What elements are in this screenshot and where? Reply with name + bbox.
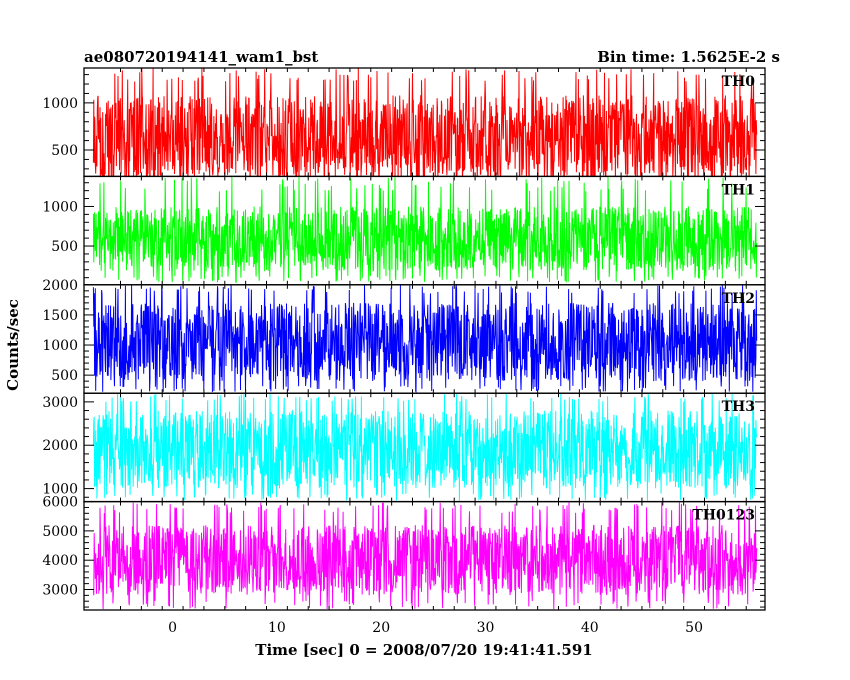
panel-th2: 500 1000 1500 2000 TH2 <box>42 278 766 394</box>
y-axis-label: Counts/sec <box>4 299 22 391</box>
series-line-th3 <box>92 393 758 501</box>
panel-th1: 500 1000 TH1 <box>42 175 766 286</box>
x-tick-label: 10 <box>268 620 286 636</box>
x-tick-label: 20 <box>372 620 390 636</box>
panel-th3: 1000 2000 3000 TH3 <box>42 392 766 503</box>
y-tick-label: 500 <box>51 239 78 255</box>
y-tick-label: 500 <box>51 143 78 159</box>
y-tick-label: 500 <box>51 368 78 384</box>
x-tick-label: 30 <box>477 620 495 636</box>
y-tick-label: 1000 <box>42 482 78 498</box>
series-line-th2 <box>92 284 758 394</box>
series-line-th1 <box>92 176 758 284</box>
panel-label: TH3 <box>722 399 755 415</box>
y-tick-label: 5000 <box>42 524 78 540</box>
y-tick-label: 3000 <box>42 395 78 411</box>
panel-label: TH0123 <box>692 508 755 524</box>
y-tick-label: 2000 <box>42 438 78 454</box>
series-line-th0123 <box>92 501 758 610</box>
y-tick-label: 1000 <box>42 199 78 215</box>
y-tick-label: 3000 <box>42 582 78 598</box>
bin-time-label: Bin time: 1.5625E-2 s <box>597 48 780 66</box>
x-tick-label: 40 <box>581 620 599 636</box>
x-axis-label: Time [sec] 0 = 2008/07/20 19:41:41.591 <box>255 641 592 659</box>
chart-title: ae080720194141_wam1_bst <box>84 48 318 66</box>
y-tick-label: 1500 <box>42 308 78 324</box>
panel-th0: 500 1000 TH0 <box>42 67 766 178</box>
y-tick-label: 1000 <box>42 338 78 354</box>
panel-frame <box>83 500 766 611</box>
series-line-th0 <box>92 68 758 177</box>
panel-label: TH2 <box>722 291 755 307</box>
y-tick-label: 4000 <box>42 553 78 569</box>
y-tick-label: 1000 <box>42 96 78 112</box>
x-tick-label: 50 <box>685 620 703 636</box>
panel-th0123: 3000 4000 5000 6000 TH0123 <box>42 495 766 611</box>
panel-label: TH1 <box>722 182 755 198</box>
x-tick-labels: 0 10 20 30 40 50 <box>168 620 703 636</box>
panels: 500 1000 TH0 500 1000 TH1 500 1000 1500 2000 TH2 10… <box>42 67 766 611</box>
y-tick-label: 2000 <box>42 278 78 294</box>
y-tick-label: 6000 <box>42 495 78 511</box>
panel-label: TH0 <box>722 74 756 90</box>
x-tick-label: 0 <box>168 620 177 636</box>
